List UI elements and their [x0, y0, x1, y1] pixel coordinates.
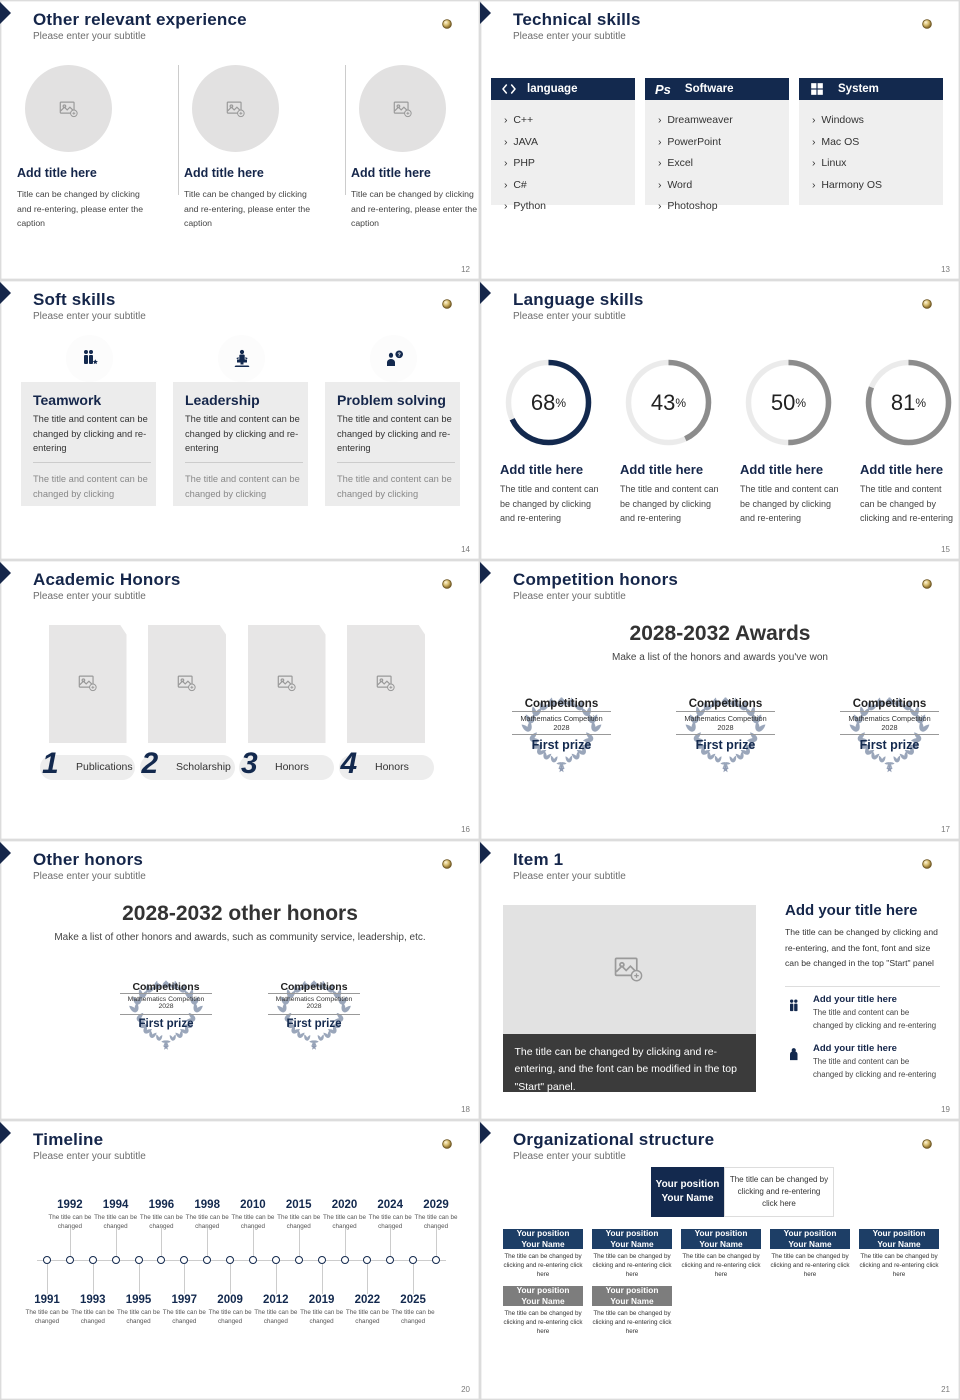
svg-text:?: ?: [397, 352, 400, 358]
